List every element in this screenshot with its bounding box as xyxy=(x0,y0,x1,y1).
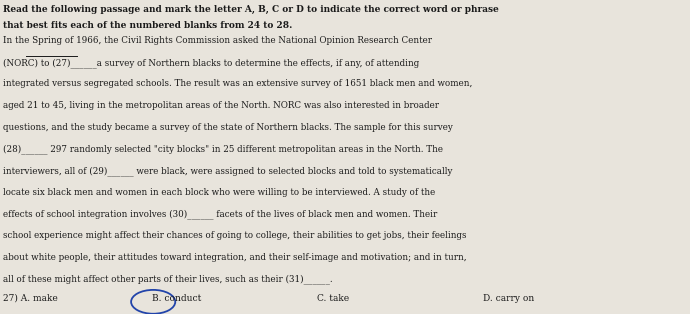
Text: about white people, their attitudes toward integration, and their self-image and: about white people, their attitudes towa… xyxy=(3,253,467,262)
Text: integrated versus segregated schools. The result was an extensive survey of 1651: integrated versus segregated schools. Th… xyxy=(3,79,473,89)
Text: 27) A. make: 27) A. make xyxy=(3,294,58,303)
Text: interviewers, all of (29)______ were black, were assigned to selected blocks and: interviewers, all of (29)______ were bla… xyxy=(3,166,453,176)
Text: locate six black men and women in each block who were willing to be interviewed.: locate six black men and women in each b… xyxy=(3,188,435,197)
Text: Read the following passage and mark the letter A, B, C or D to indicate the corr: Read the following passage and mark the … xyxy=(3,5,499,14)
Text: (28)______ 297 randomly selected "city blocks" in 25 different metropolitan area: (28)______ 297 randomly selected "city b… xyxy=(3,144,444,154)
Text: that best fits each of the numbered blanks from 24 to 28.: that best fits each of the numbered blan… xyxy=(3,21,293,30)
Text: D. carry on: D. carry on xyxy=(483,294,534,303)
Text: school experience might affect their chances of going to college, their abilitie: school experience might affect their cha… xyxy=(3,231,467,240)
Text: effects of school integration involves (30)______ facets of the lives of black m: effects of school integration involves (… xyxy=(3,209,437,219)
Text: (NORC) to (27)______a survey of Northern blacks to determine the effects, if any: (NORC) to (27)______a survey of Northern… xyxy=(3,58,420,68)
Text: all of these might affect other parts of their lives, such as their (31)______.: all of these might affect other parts of… xyxy=(3,274,333,284)
Text: C. take: C. take xyxy=(317,294,350,303)
Text: aged 21 to 45, living in the metropolitan areas of the North. NORC was also inte: aged 21 to 45, living in the metropolita… xyxy=(3,101,440,110)
Text: questions, and the study became a survey of the state of Northern blacks. The sa: questions, and the study became a survey… xyxy=(3,123,453,132)
Text: B. conduct: B. conduct xyxy=(152,294,201,303)
Text: In the Spring of 1966, the Civil Rights Commission asked the National Opinion Re: In the Spring of 1966, the Civil Rights … xyxy=(3,36,433,45)
